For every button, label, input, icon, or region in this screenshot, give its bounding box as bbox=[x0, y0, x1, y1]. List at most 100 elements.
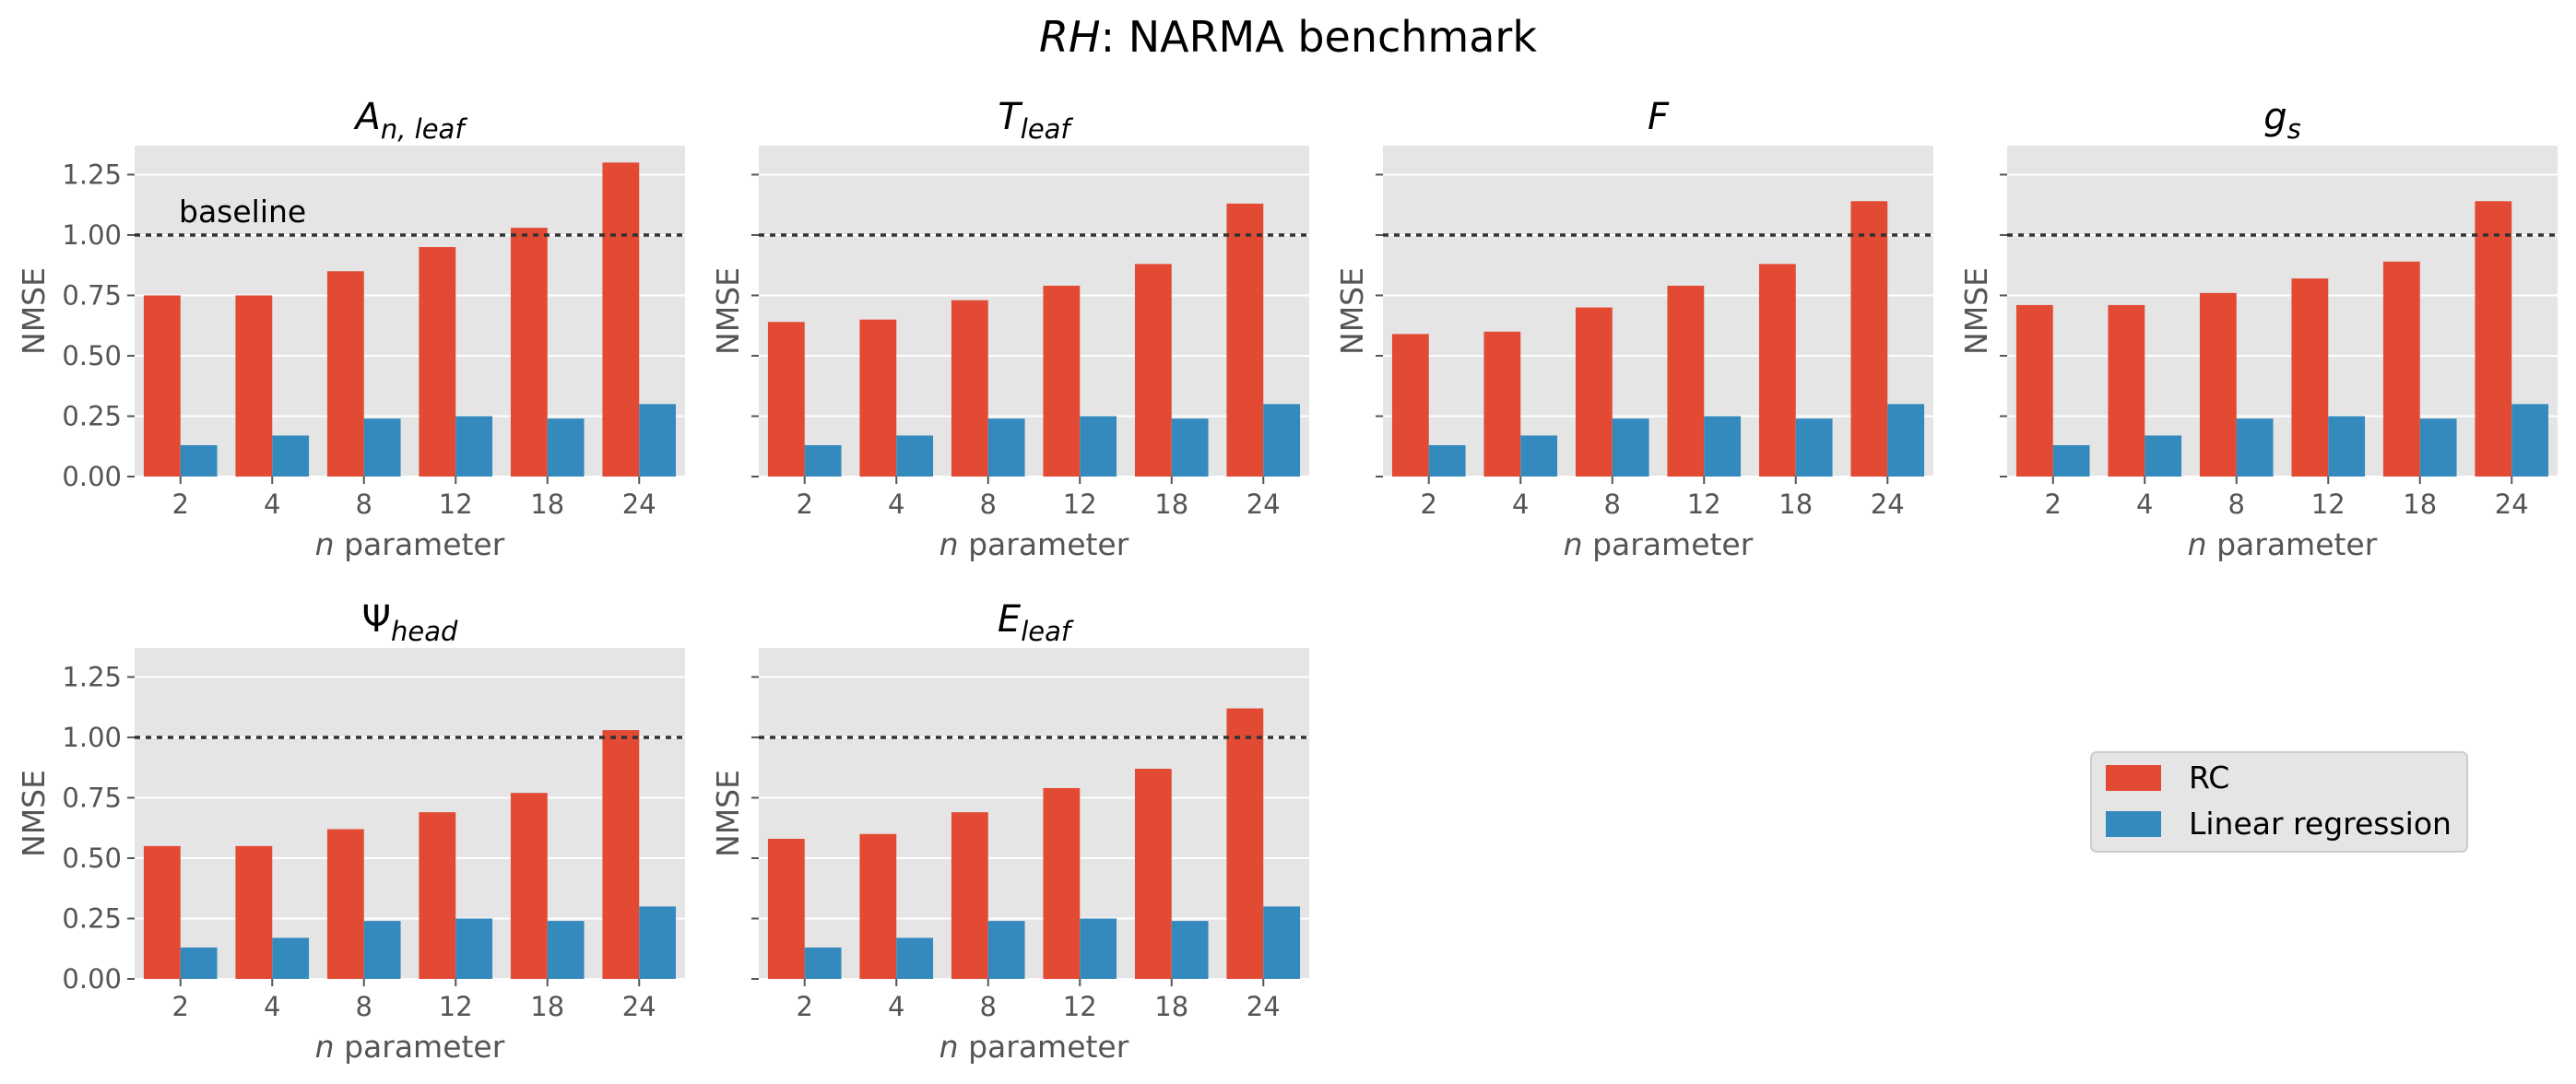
bar-rc bbox=[235, 845, 273, 979]
bar-rc bbox=[1758, 264, 1796, 477]
x-tick-label: 4 bbox=[888, 991, 904, 1022]
y-tick-label: 0.75 bbox=[62, 782, 122, 813]
x-tick-label: 24 bbox=[1247, 489, 1281, 520]
bar-rc bbox=[1850, 201, 1888, 477]
x-tick-label: 18 bbox=[1154, 489, 1188, 520]
bar-rc bbox=[2108, 304, 2145, 477]
y-tick-label: 0.00 bbox=[62, 461, 122, 492]
bar-rc bbox=[2199, 292, 2237, 477]
bar-rc bbox=[1226, 203, 1264, 477]
legend-label-linear-regression: Linear regression bbox=[2189, 806, 2452, 842]
bar-linear-regression bbox=[1263, 906, 1301, 979]
y-axis-label: NMSE bbox=[710, 267, 746, 355]
bar-rc bbox=[143, 845, 181, 979]
bar-linear-regression bbox=[180, 444, 218, 477]
bar-rc bbox=[510, 793, 548, 979]
bar-rc bbox=[2015, 304, 2053, 477]
bar-linear-regression bbox=[455, 416, 493, 477]
x-tick-label: 4 bbox=[888, 489, 904, 520]
y-tick-label: 0.25 bbox=[62, 902, 122, 934]
bar-linear-regression bbox=[547, 921, 585, 979]
bar-linear-regression bbox=[1795, 418, 1833, 477]
x-tick-label: 4 bbox=[264, 991, 280, 1022]
panel-title-base: A bbox=[352, 96, 380, 138]
panel-title-subscript: s bbox=[2287, 113, 2301, 145]
bar-rc bbox=[235, 295, 273, 477]
x-tick-label: 2 bbox=[1421, 489, 1437, 520]
panel-title: gs bbox=[2263, 96, 2301, 145]
bar-rc bbox=[951, 812, 988, 979]
x-tick-label: 24 bbox=[622, 991, 656, 1022]
bar-linear-regression bbox=[639, 404, 677, 477]
x-axis-label-rest: parameter bbox=[1583, 526, 1754, 562]
panel-title: Ψhead bbox=[362, 598, 458, 647]
x-tick-label: 8 bbox=[2228, 489, 2245, 520]
x-axis-label-italic: n bbox=[939, 526, 959, 562]
bar-linear-regression bbox=[272, 435, 310, 477]
bar-rc bbox=[2475, 201, 2512, 477]
x-tick-label: 24 bbox=[1871, 489, 1905, 520]
panel-title: An, leaf bbox=[352, 96, 467, 145]
legend-box bbox=[2090, 751, 2468, 853]
x-axis-label-rest: parameter bbox=[959, 526, 1129, 562]
x-tick-label: 18 bbox=[530, 991, 564, 1022]
y-axis-label: NMSE bbox=[1958, 267, 1994, 355]
x-axis-label-rest: parameter bbox=[335, 526, 505, 562]
panel-title-base: E bbox=[998, 598, 1022, 641]
bar-linear-regression bbox=[1887, 404, 1925, 477]
bar-linear-regression bbox=[1171, 921, 1209, 979]
x-axis-label: n parameter bbox=[2188, 526, 2378, 562]
x-axis-label: n parameter bbox=[939, 526, 1129, 562]
baseline-label: baseline bbox=[179, 194, 306, 230]
x-tick-label: 8 bbox=[1604, 489, 1621, 520]
panel-title-subscript: head bbox=[391, 616, 458, 647]
bar-rc bbox=[1134, 769, 1172, 979]
bar-rc bbox=[1575, 307, 1613, 477]
bar-rc bbox=[1134, 264, 1172, 477]
panel-title-base: T bbox=[998, 96, 1023, 138]
bar-rc bbox=[2291, 278, 2329, 477]
bar-linear-regression bbox=[1080, 416, 1117, 477]
x-tick-label: 8 bbox=[980, 489, 997, 520]
bar-rc bbox=[1667, 285, 1705, 477]
y-tick-label: 1.00 bbox=[62, 722, 122, 753]
bar-linear-regression bbox=[2419, 418, 2457, 477]
plot-area bbox=[135, 146, 685, 477]
x-tick-label: 8 bbox=[980, 991, 997, 1022]
bar-linear-regression bbox=[1080, 918, 1117, 979]
bar-linear-regression bbox=[1612, 418, 1649, 477]
x-axis-label-rest: parameter bbox=[335, 1029, 505, 1065]
bar-rc bbox=[859, 319, 897, 477]
panel-title-subscript: leaf bbox=[1021, 616, 1074, 647]
panel-title-subscript: n, leaf bbox=[381, 113, 467, 145]
x-axis-label-italic: n bbox=[939, 1029, 959, 1065]
bar-linear-regression bbox=[896, 435, 934, 477]
bar-linear-regression bbox=[2511, 404, 2549, 477]
bar-linear-regression bbox=[987, 418, 1025, 477]
x-axis-label-rest: parameter bbox=[2207, 526, 2378, 562]
panel-title-base: Ψ bbox=[362, 598, 391, 641]
y-tick-label: 0.75 bbox=[62, 279, 122, 311]
x-tick-label: 18 bbox=[1778, 489, 1813, 520]
x-tick-label: 2 bbox=[172, 991, 189, 1022]
y-axis-label: NMSE bbox=[1334, 267, 1370, 355]
y-axis-label: NMSE bbox=[710, 770, 746, 857]
bar-rc bbox=[859, 833, 897, 979]
bar-rc bbox=[767, 322, 805, 477]
x-axis-label: n parameter bbox=[315, 1029, 505, 1065]
figure-title: RH: NARMA benchmark bbox=[1039, 12, 1537, 62]
bar-linear-regression bbox=[2145, 435, 2182, 477]
bar-rc bbox=[767, 839, 805, 979]
bar-rc bbox=[602, 730, 640, 979]
y-tick-label: 0.50 bbox=[62, 842, 122, 874]
x-tick-label: 18 bbox=[2403, 489, 2437, 520]
bar-rc bbox=[1043, 285, 1081, 477]
bar-rc bbox=[143, 295, 181, 477]
x-axis-label-italic: n bbox=[315, 526, 335, 562]
x-tick-label: 12 bbox=[1687, 489, 1721, 520]
x-tick-label: 4 bbox=[264, 489, 280, 520]
bar-linear-regression bbox=[363, 921, 401, 979]
bar-rc bbox=[1391, 334, 1429, 477]
plot-area bbox=[759, 146, 1309, 477]
